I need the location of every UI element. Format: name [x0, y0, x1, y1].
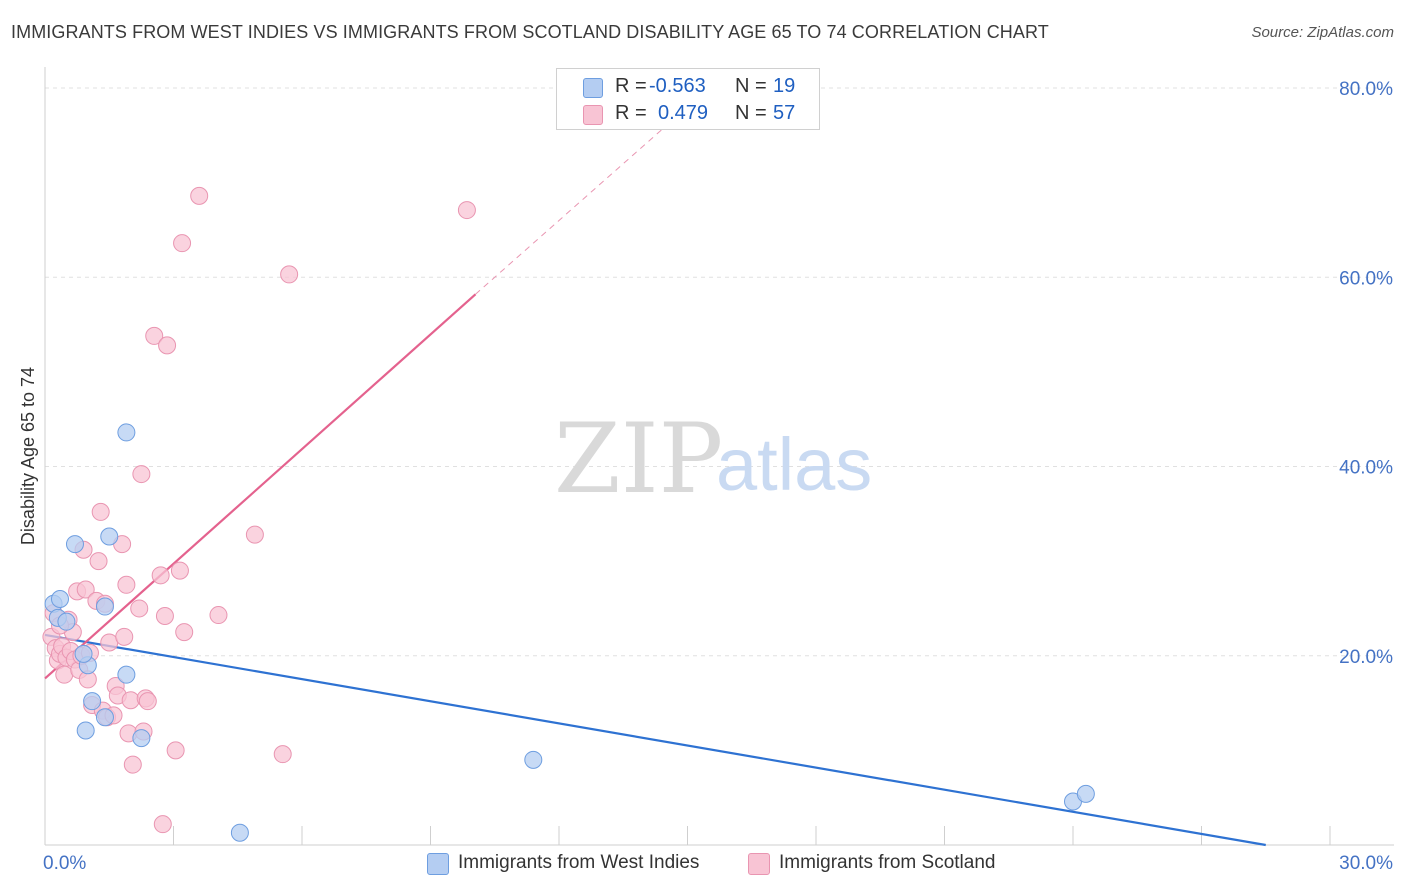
point-scotland [145, 326, 164, 345]
legend-swatch-scotland [583, 105, 603, 125]
point-west-indies [95, 708, 114, 727]
point-west-indies [117, 665, 136, 684]
point-west-indies [50, 589, 69, 608]
legend-n-value: 57 [773, 102, 796, 124]
point-scotland [166, 741, 185, 760]
point-scotland [457, 201, 476, 220]
series-swatch-west-indies [427, 853, 449, 875]
legend-r-label: R = [615, 102, 647, 124]
point-west-indies [1076, 784, 1095, 803]
point-scotland [91, 502, 110, 521]
tick-labels: 20.0% 40.0% 60.0% 80.0% 0.0% 30.0% [43, 79, 1393, 874]
point-scotland [55, 665, 74, 684]
axes [44, 67, 1394, 846]
watermark: ZIP atlas [554, 403, 872, 515]
legend-n-value: 19 [773, 75, 796, 97]
point-west-indies [100, 527, 119, 546]
y-tick-label: 40.0% [1339, 458, 1393, 479]
y-tick-label: 60.0% [1339, 268, 1393, 289]
point-scotland [76, 580, 95, 599]
point-scotland [132, 465, 151, 484]
point-scotland [155, 607, 174, 626]
point-scotland [273, 745, 292, 764]
series-legend: Immigrants from West Indies Immigrants f… [0, 851, 1406, 879]
point-scotland [151, 566, 170, 585]
point-west-indies [74, 644, 93, 663]
point-west-indies [117, 423, 136, 442]
legend-swatch-west-indies [583, 78, 603, 98]
trend-line-west-indies [44, 633, 1266, 847]
legend-r-value: -0.563 [649, 75, 706, 97]
point-west-indies [524, 750, 543, 769]
series-label-west-indies: Immigrants from West Indies [458, 852, 700, 873]
legend-r-label: R = [615, 75, 647, 97]
series-label-scotland: Immigrants from Scotland [779, 852, 996, 873]
point-west-indies [95, 597, 114, 616]
legend-n-label: N = [735, 75, 767, 97]
trend-line-scotland [44, 293, 477, 680]
x-tick-label: 30.0% [1339, 853, 1393, 874]
source-label: Source: ZipAtlas.com [1251, 24, 1394, 41]
point-scotland [190, 186, 209, 205]
point-west-indies [230, 823, 249, 842]
point-scotland [153, 815, 172, 834]
y-tick-label: 20.0% [1339, 647, 1393, 668]
point-west-indies [65, 535, 84, 554]
chart-title: IMMIGRANTS FROM WEST INDIES VS IMMIGRANT… [11, 22, 1049, 42]
trend-lines [44, 125, 1266, 847]
point-scotland [100, 633, 119, 652]
point-scotland [121, 691, 140, 710]
point-scotland [117, 575, 136, 594]
legend-n-label: N = [735, 102, 767, 124]
series-swatch-scotland [748, 853, 770, 875]
watermark-zip: ZIP [554, 403, 723, 515]
point-scotland [175, 623, 194, 642]
point-scotland [280, 265, 299, 284]
point-scotland [130, 599, 149, 618]
point-scotland [115, 627, 134, 646]
point-west-indies [76, 721, 95, 740]
data-points [42, 186, 1095, 842]
point-scotland [209, 606, 228, 625]
legend-r-value: 0.479 [658, 102, 709, 124]
gridlines [45, 87, 1392, 657]
point-scotland [173, 234, 192, 253]
point-scotland [245, 525, 264, 544]
point-west-indies [132, 729, 151, 748]
point-scotland [138, 692, 157, 711]
point-scotland [170, 561, 189, 580]
point-scotland [89, 552, 108, 571]
y-tick-label: 80.0% [1339, 79, 1393, 100]
watermark-atlas: atlas [716, 423, 872, 506]
point-west-indies [57, 612, 76, 631]
correlation-legend: R = -0.563 N = 19 R = 0.479 N = 57 [556, 68, 820, 130]
point-scotland [158, 336, 177, 355]
y-axis-label: Disability Age 65 to 74 [18, 367, 38, 545]
point-scotland [123, 755, 142, 774]
trend-line-scotland-extension [475, 125, 667, 295]
point-west-indies [83, 692, 102, 711]
x-tick-label: 0.0% [43, 853, 86, 874]
